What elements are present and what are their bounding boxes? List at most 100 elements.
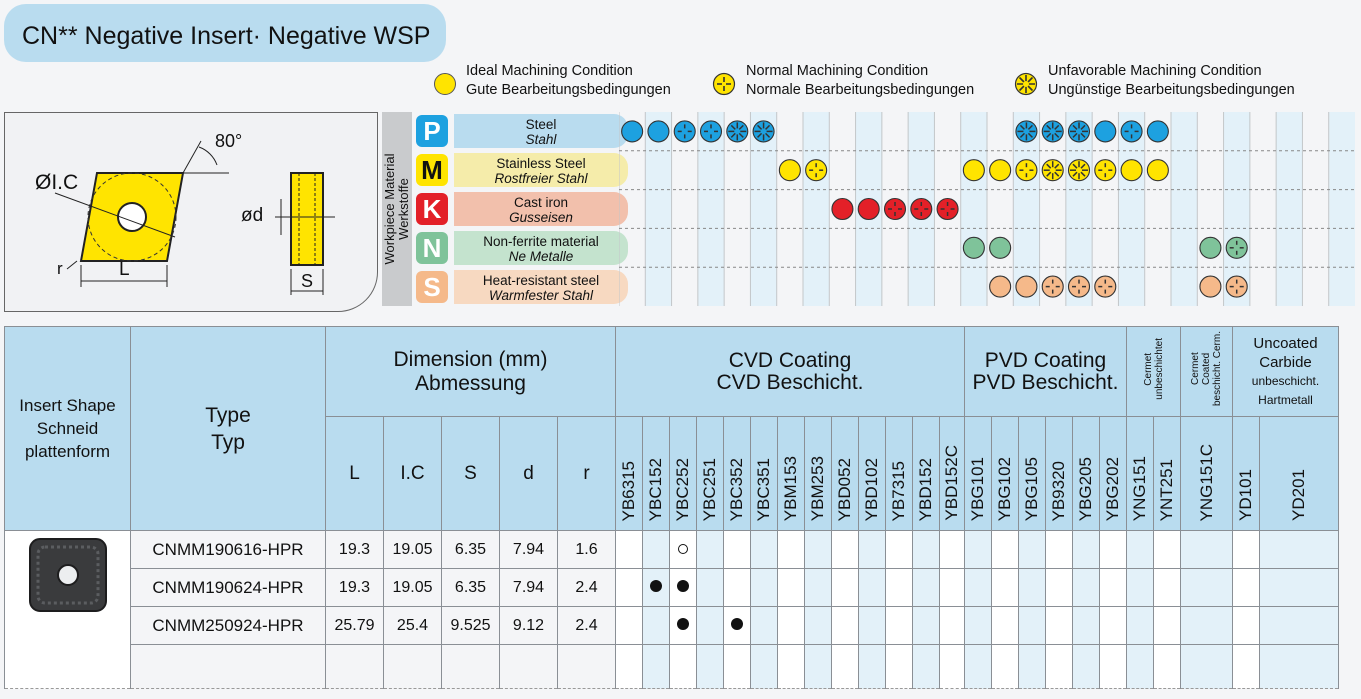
grade-label: YB7315 (889, 460, 908, 522)
material-letter-n: N (416, 232, 448, 264)
suitability-normal-icon (883, 197, 907, 221)
open-dot-icon (678, 543, 688, 554)
suitability-ideal-icon (1146, 159, 1169, 182)
grade-cell (1259, 530, 1339, 569)
grade-cell (669, 530, 697, 569)
d-label: ød (241, 205, 264, 226)
grade-cell (777, 530, 805, 569)
grade-cell (615, 606, 643, 645)
dim-cell-r (557, 644, 616, 689)
dimension-header: Dimension (mm) Abmessung (325, 326, 616, 417)
suitability-normal-icon (1225, 275, 1248, 298)
grade-cell (964, 568, 992, 607)
grade-header-ybm153: YBM153 (777, 416, 805, 531)
dim-cell-ic: 19.05 (383, 530, 442, 569)
page-title: CN** Negative Insert· Negative WSP (4, 4, 446, 62)
grade-cell (1072, 530, 1100, 569)
legend-ideal-en: Ideal Machining Condition (466, 63, 633, 79)
cermet-header: Cermet unbeschichtet (1126, 326, 1181, 417)
grade-cell (1232, 530, 1260, 569)
grade-cell (804, 644, 832, 689)
dim-cell-ic (383, 644, 442, 689)
type-cell: CNMM190624-HPR (130, 568, 326, 607)
grade-header-yd101: YD101 (1232, 416, 1260, 531)
grade-cell (669, 644, 697, 689)
filled-dot-icon (677, 617, 689, 630)
grade-label: YNT251 (1157, 458, 1176, 521)
grade-cell (964, 530, 992, 569)
grade-cell (885, 568, 913, 607)
ideal-circle-icon (434, 73, 456, 95)
grade-cell (1045, 568, 1073, 607)
filled-dot-icon (731, 617, 743, 630)
grade-header-yb6315: YB6315 (615, 416, 643, 531)
type-cell (130, 644, 326, 689)
grid-stripe (1223, 112, 1250, 306)
dim-cell-s: 6.35 (441, 530, 500, 569)
grade-cell (696, 530, 724, 569)
suitability-ideal-icon (1120, 159, 1143, 182)
grade-label: YBM253 (808, 455, 827, 521)
grade-header-ybm253: YBM253 (804, 416, 832, 531)
cermet-en: Cermet (1142, 352, 1154, 386)
grade-header-ybg205: YBG205 (1072, 416, 1100, 531)
dim-cell-d: 9.12 (499, 606, 558, 645)
grade-cell (939, 568, 965, 607)
coated-cermet-l3: beschicht. Cerm. (1212, 331, 1223, 407)
grade-cell (939, 606, 965, 645)
grade-cell (1232, 644, 1260, 689)
grade-cell (723, 644, 751, 689)
grade-label: YB9320 (1049, 460, 1068, 522)
grade-cell (1153, 568, 1181, 607)
grid-stripe (1013, 112, 1040, 306)
dim-cell-ic: 19.05 (383, 568, 442, 607)
workpiece-material-label: Workpiece Material Werkstoffe (382, 112, 412, 306)
material-letter-s: S (416, 271, 448, 303)
material-letter-m: M (416, 154, 448, 186)
dim-cell-d: 7.94 (499, 568, 558, 607)
suitability-normal-icon (1225, 236, 1248, 259)
suitability-ideal-icon (1015, 275, 1038, 298)
suitability-normal-icon (1067, 275, 1091, 298)
grade-cell (1180, 644, 1233, 689)
product-table: Insert Shape Schneid plattenform Type Ty… (4, 326, 1339, 689)
grade-cell (777, 568, 805, 607)
suitability-ideal-icon (1094, 120, 1117, 143)
grade-cell (885, 530, 913, 569)
grade-label: YBG105 (1022, 456, 1041, 521)
uncoated-header: Uncoated Carbide unbeschicht. Hartmetall (1232, 326, 1339, 417)
coated-cermet-l2: Coated (1201, 352, 1212, 386)
grade-cell (912, 568, 940, 607)
grid-stripe (697, 112, 725, 306)
material-de-k: Gusseisen (509, 210, 573, 225)
suitability-normal-icon (805, 159, 828, 182)
suitability-unfavorable-icon (752, 120, 775, 143)
grid-stripe (1276, 112, 1303, 306)
suitability-ideal-icon (962, 159, 985, 182)
grade-cell (669, 568, 697, 607)
grade-cell (831, 530, 859, 569)
filled-dot-icon (650, 579, 662, 592)
suitability-ideal-icon (962, 236, 985, 259)
grade-cell (1153, 644, 1181, 689)
grade-label: YBC251 (700, 457, 719, 521)
grade-cell (858, 568, 886, 607)
material-de-p: Stahl (525, 132, 557, 147)
grade-label: YBD052 (835, 457, 854, 521)
grade-label: YBD152C (942, 445, 961, 521)
grade-cell (750, 530, 778, 569)
dim-cell-s (441, 644, 500, 689)
grade-cell (1099, 568, 1127, 607)
grade-cell (1259, 606, 1339, 645)
dim-cell-r: 2.4 (557, 568, 616, 607)
grade-cell (1018, 606, 1046, 645)
material-en-n: Non-ferrite material (483, 234, 599, 249)
grade-header-ybc152: YBC152 (642, 416, 670, 531)
workpiece-label-de: Werkstoffe (396, 178, 411, 240)
grade-header-ybg202: YBG202 (1099, 416, 1127, 531)
grade-cell (1018, 568, 1046, 607)
grade-label: YBC152 (646, 457, 665, 521)
material-letter-k: K (416, 193, 448, 225)
grade-cell (750, 568, 778, 607)
uncoated-en1: Uncoated (1253, 334, 1318, 352)
